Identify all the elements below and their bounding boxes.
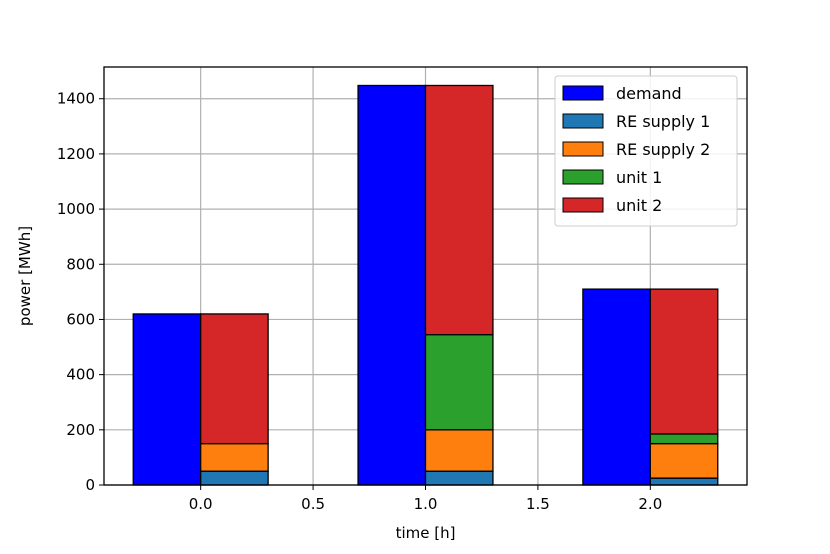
bar-re-supply-1 [649, 477, 719, 486]
x-axis-label: time [h] [396, 524, 456, 542]
bar-demand [582, 288, 651, 486]
y-tick-label: 0 [85, 476, 95, 494]
x-tick-label: 0.0 [189, 495, 213, 513]
legend-label: unit 2 [616, 196, 662, 215]
y-tick-label: 1200 [57, 145, 95, 163]
bar-re-supply-2 [424, 429, 494, 472]
bar-demand [132, 313, 202, 486]
x-tick-label: 0.5 [301, 495, 325, 513]
legend-swatch [562, 197, 604, 213]
bars [132, 84, 719, 486]
legend-swatch [562, 85, 604, 101]
x-tick-label: 1.0 [414, 495, 438, 513]
bar-unit-1 [424, 333, 494, 431]
legend-swatch [562, 141, 604, 157]
y-tick-label: 800 [66, 255, 95, 273]
bar-unit-1 [649, 433, 719, 445]
legend-label: unit 1 [616, 168, 662, 187]
bar-unit-2 [424, 84, 494, 336]
y-tick-label: 1000 [57, 200, 95, 218]
x-tick-label: 2.0 [638, 495, 662, 513]
bar-unit-2 [200, 313, 269, 445]
bar-unit-2 [649, 288, 719, 435]
legend-label: RE supply 1 [616, 112, 710, 131]
y-tick-label: 600 [66, 310, 95, 328]
bar-demand [357, 84, 427, 486]
legend-label: RE supply 2 [616, 140, 710, 159]
bar-re-supply-1 [424, 470, 494, 486]
legend: demand RE supply 1 RE supply 2 unit 1 unit 2 [554, 75, 738, 227]
bar-re-supply-2 [200, 442, 269, 472]
axis-ticks: 0.0 0.5 1.0 1.5 2.0 0 200 400 600 800 1000 1200 1400 [57, 90, 662, 513]
legend-swatch [562, 113, 604, 129]
x-tick-label: 1.5 [526, 495, 550, 513]
legend-swatch [562, 169, 604, 185]
y-axis-label: power [MWh] [16, 226, 34, 326]
bar-re-supply-1 [200, 470, 269, 486]
y-tick-label: 200 [66, 421, 95, 439]
y-tick-label: 1400 [57, 90, 95, 108]
y-tick-label: 400 [66, 366, 95, 384]
bar-re-supply-2 [649, 442, 719, 479]
legend-label: demand [616, 84, 682, 103]
